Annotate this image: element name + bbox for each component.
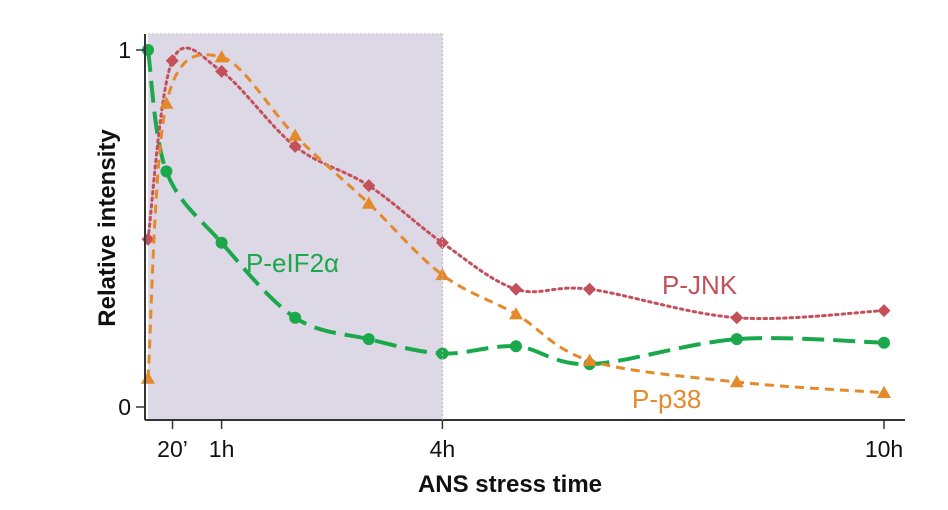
x-tick-label: 20’ [157,436,188,462]
series-line [146,49,885,367]
annotation-p-p38: P-p38 [632,384,701,414]
data-point [362,179,376,193]
tick-layer: 20’ 1h 4h 10h 0 1 [118,37,903,462]
shaded-region [148,34,443,420]
data-point [159,96,174,109]
data-point [510,340,522,353]
x-tick-label: 10h [865,436,903,462]
series-layer [141,44,891,398]
data-point [583,282,597,296]
y-tick-label: 0 [118,394,131,420]
data-point [289,311,302,324]
data-point [288,128,303,141]
data-point [160,165,173,178]
series-line [146,53,885,395]
data-point [509,307,523,320]
data-point [214,50,229,63]
y-axis-label: Relative intensity [94,129,121,327]
data-point [582,353,597,366]
x-tick-label: 4h [430,436,456,462]
annotation-p-eif2a: P-eIF2α [246,248,339,278]
data-point [436,347,449,360]
data-point [509,282,523,296]
data-point [165,54,179,68]
y-tick-label: 1 [118,37,131,63]
data-point [730,311,744,325]
data-point [288,139,302,153]
data-point [215,236,228,249]
data-point [877,304,891,318]
data-point [878,336,890,349]
annotation-p-jnk: P-JNK [662,270,738,300]
data-point [729,375,744,388]
series-line [146,46,886,321]
x-tick-label: 1h [209,436,235,462]
data-point [215,64,229,78]
data-point [362,333,375,346]
x-axis-label: ANS stress time [418,471,602,498]
data-point [730,333,743,346]
data-point [361,196,376,209]
data-point [877,385,891,398]
